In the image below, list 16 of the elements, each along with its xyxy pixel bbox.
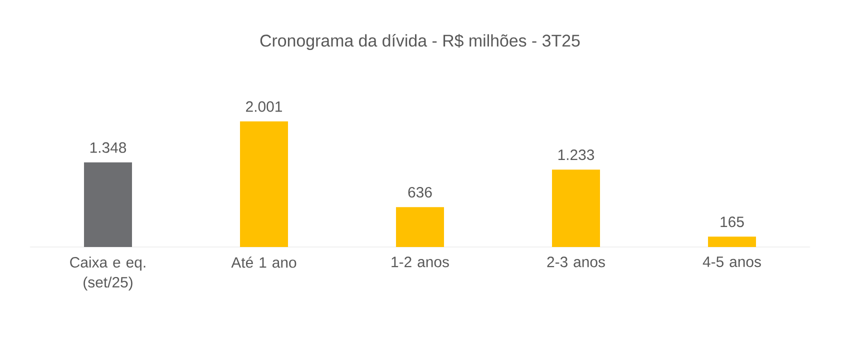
x-tick-label: Caixa e eq. (set/25): [70, 256, 146, 290]
data-label: 165: [720, 216, 744, 228]
x-tick-label: 1-2 anos: [392, 256, 449, 268]
x-tick-label: Até 1 ano: [231, 256, 296, 268]
bar: [552, 170, 600, 247]
data-label: 1.348: [90, 142, 126, 153]
data-label: 2.001: [246, 101, 282, 112]
x-tick-label: 2-3 anos: [547, 256, 605, 268]
x-tick-label: 4-5 anos: [702, 256, 761, 268]
bar: [396, 207, 444, 247]
bar: [84, 162, 132, 247]
bar: [708, 236, 756, 247]
data-label: 636: [408, 186, 432, 198]
chart-title: Cronograma da dívida - R$ milhões - 3T25: [260, 34, 580, 50]
data-label: 1.233: [558, 150, 594, 160]
bar: [240, 121, 288, 247]
